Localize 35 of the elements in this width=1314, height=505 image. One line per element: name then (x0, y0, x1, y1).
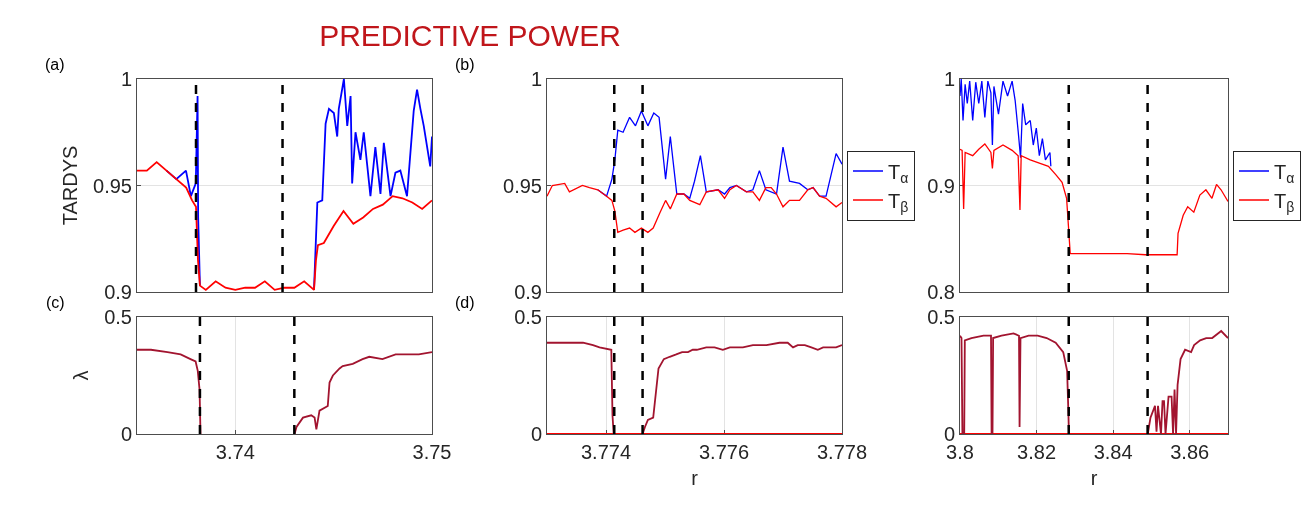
legend-label: T$_{α}$ (1274, 160, 1295, 186)
x-tick-label: 3.776 (698, 441, 750, 463)
x-tick-label: 3.75 (412, 441, 452, 463)
text: (a) (45, 56, 65, 73)
y-tick-label: 0.5 (927, 306, 955, 328)
x-tick-label: 3.778 (816, 441, 868, 463)
y-tick-label: 1 (943, 68, 955, 90)
y-tick-label: 0.5 (104, 306, 132, 328)
y-tick-label: 0.95 (93, 174, 132, 197)
x-tick-label: 3.84 (1093, 441, 1133, 463)
x-axis-title: r (691, 466, 699, 489)
y-tick-label: 0 (120, 423, 132, 445)
x-axis-title: r (1090, 466, 1098, 489)
y-tick-label: 0 (530, 423, 542, 445)
text: (c) (46, 294, 65, 311)
text: (d) (455, 294, 475, 311)
legend-label: T$_{α}$ (888, 160, 909, 186)
y-tick-label: 1 (530, 68, 542, 90)
y-tick-label: 0.9 (104, 281, 132, 303)
y-tick-label: 0.9 (927, 174, 955, 197)
x-tick-label: 3.82 (1017, 441, 1057, 463)
y-tick-label: 0.8 (927, 281, 955, 303)
x-tick-label: 3.774 (580, 441, 632, 463)
y-tick-label: 0.9 (514, 281, 542, 303)
text: (b) (455, 56, 475, 73)
y-axis-title: TARDYS (58, 145, 81, 226)
x-tick-label: 3.86 (1170, 441, 1210, 463)
x-tick-label: 3.74 (215, 441, 255, 463)
legend-label: T$_{β}$ (1274, 189, 1295, 215)
y-axis-title: λ (69, 370, 92, 381)
legend-label: T$_{β}$ (888, 189, 909, 215)
y-tick-label: 1 (120, 68, 132, 90)
y-tick-label: 0.5 (514, 306, 542, 328)
y-tick-label: 0.95 (503, 174, 542, 197)
chart-title: PREDICTIVE POWER (319, 18, 621, 52)
